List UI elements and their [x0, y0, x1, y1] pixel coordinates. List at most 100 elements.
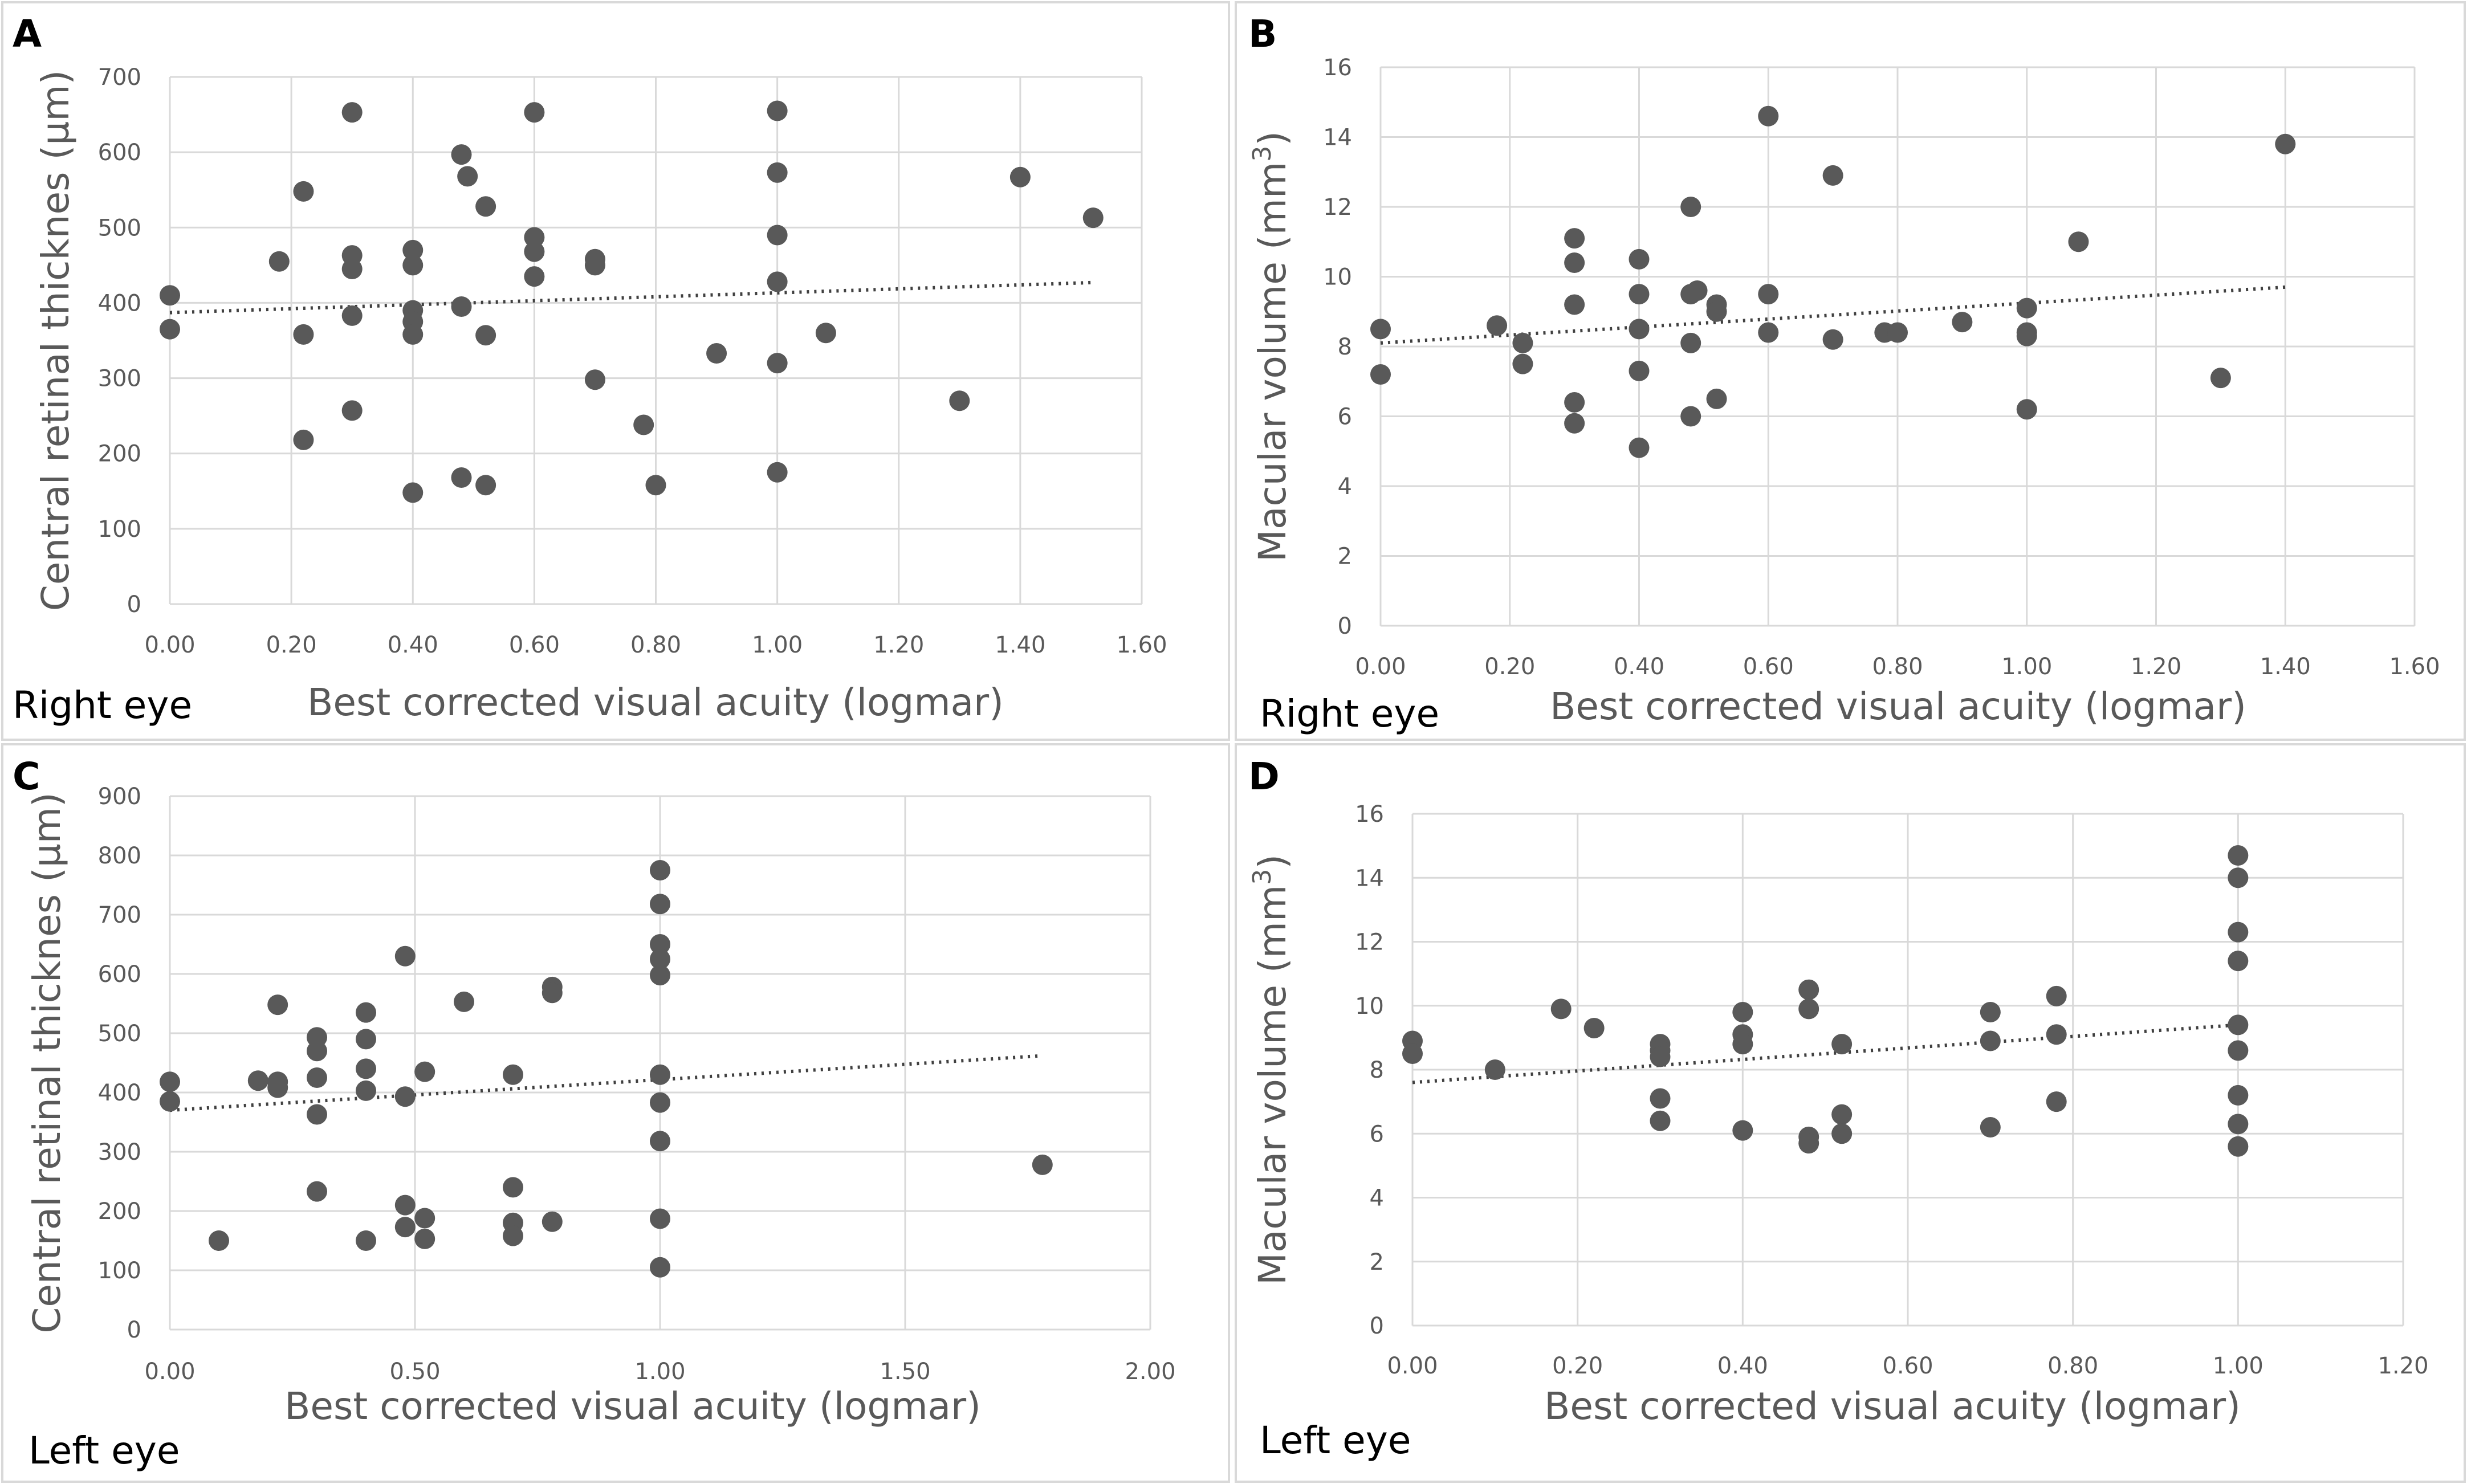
y-tick-label: 4 — [1338, 474, 1352, 500]
data-point — [2046, 1024, 2067, 1045]
y-tick-label: 8 — [1370, 1057, 1384, 1083]
data-point — [267, 1077, 288, 1098]
y-tick-label: 2 — [1370, 1249, 1384, 1275]
x-tick-label: 0.00 — [1387, 1353, 1438, 1379]
y-tick-label: 0 — [1370, 1313, 1384, 1339]
data-point — [1732, 1034, 1753, 1055]
data-point — [1822, 329, 1843, 350]
data-point — [2046, 985, 2067, 1006]
y-tick-label: 200 — [98, 441, 141, 467]
data-point — [1680, 197, 1701, 217]
data-point — [293, 181, 314, 202]
data-point — [1583, 1018, 1605, 1039]
data-point — [1564, 252, 1585, 273]
data-point — [2016, 297, 2037, 319]
x-tick-label: 0.00 — [144, 1359, 195, 1385]
data-point — [524, 227, 545, 248]
x-tick-label: 1.60 — [2389, 654, 2440, 680]
data-point — [815, 323, 836, 344]
x-tick-label: 0.80 — [630, 632, 681, 658]
y-tick-label: 200 — [98, 1198, 141, 1225]
x-tick-label: 1.40 — [995, 632, 1045, 658]
y-tick-label: 100 — [98, 516, 141, 543]
data-point — [650, 1208, 670, 1229]
x-tick-label: 1.00 — [2213, 1353, 2264, 1379]
x-tick-label: 0.60 — [509, 632, 560, 658]
data-point — [356, 1002, 376, 1023]
data-point — [1798, 1133, 1819, 1154]
data-point — [341, 305, 363, 326]
data-point — [524, 102, 545, 123]
y-tick-label: 10 — [1323, 264, 1352, 291]
data-point — [1082, 207, 1104, 229]
data-point — [2228, 1114, 2249, 1135]
x-axis-title: Best corrected visual acuity (logmar) — [284, 1384, 981, 1428]
data-point — [160, 319, 180, 340]
data-point — [2228, 922, 2249, 943]
y-tick-label: 14 — [1355, 865, 1384, 891]
x-tick-label: 0.00 — [144, 632, 195, 658]
y-tick-label: 0 — [127, 592, 141, 618]
data-point — [2228, 1040, 2249, 1061]
data-point — [414, 1228, 435, 1249]
data-point — [767, 353, 788, 374]
data-point — [650, 965, 670, 986]
data-point — [1831, 1104, 1853, 1125]
y-tick-label: 16 — [1355, 801, 1384, 827]
panel-letter: A — [13, 12, 42, 56]
panel-frame — [1, 743, 1230, 1483]
data-point — [451, 467, 472, 488]
data-point — [2046, 1091, 2067, 1112]
y-tick-label: 12 — [1323, 194, 1352, 221]
data-point — [402, 255, 424, 276]
x-tick-label: 1.40 — [2260, 654, 2311, 680]
data-point — [475, 325, 496, 346]
data-point — [2228, 951, 2249, 972]
x-tick-label: 0.80 — [1872, 654, 1923, 680]
data-point — [767, 462, 788, 483]
x-tick-label: 1.20 — [2378, 1353, 2428, 1379]
data-point — [1732, 1120, 1753, 1141]
data-point — [650, 860, 670, 880]
data-point — [1952, 312, 1973, 333]
x-tick-label: 0.80 — [2047, 1353, 2098, 1379]
x-tick-label: 0.50 — [389, 1359, 440, 1385]
data-point — [1706, 388, 1727, 409]
data-point — [1629, 248, 1650, 270]
data-point — [2016, 325, 2037, 346]
data-point — [414, 1061, 435, 1082]
y-tick-label: 6 — [1338, 404, 1352, 430]
data-point — [160, 285, 180, 306]
panel-frame — [1, 1, 1230, 741]
data-point — [2228, 1014, 2249, 1035]
y-tick-label: 8 — [1338, 334, 1352, 360]
data-point — [2210, 368, 2231, 389]
x-tick-label: 0.20 — [266, 632, 317, 658]
y-axis-title: Macular volume (mm3) — [1248, 131, 1294, 562]
y-tick-label: 100 — [98, 1258, 141, 1284]
data-point — [1831, 1034, 1853, 1055]
y-tick-label: 700 — [98, 902, 141, 928]
data-point — [650, 1064, 670, 1085]
data-point — [1550, 998, 1572, 1020]
y-tick-label: 10 — [1355, 993, 1384, 1020]
trendline — [1380, 285, 2286, 345]
data-point — [2228, 867, 2249, 888]
data-point — [1822, 165, 1843, 186]
data-point — [356, 1230, 376, 1251]
panel-d: 0 2 4 6 8 10 12 14 16 0.00 0.20 0.40 0.60 0.80 1.00 1.2… — [1235, 743, 2466, 1483]
data-point — [394, 945, 416, 967]
x-tick-label: 1.60 — [1116, 632, 1167, 658]
y-tick-label: 0 — [127, 1317, 141, 1343]
panel-letter: C — [13, 755, 40, 798]
y-tick-label: 2 — [1338, 544, 1352, 570]
y-tick-label: 300 — [98, 366, 141, 392]
y-tick-label: 14 — [1323, 125, 1352, 151]
x-axis-title: Best corrected visual acuity (logmar) — [307, 680, 1004, 724]
panel-a: 0 100 200 300 400 500 600 700 0.00 0.20 0.40 0.60 0.… — [1, 1, 1230, 741]
trendline — [169, 280, 1093, 315]
data-point — [1758, 105, 1779, 127]
data-point — [650, 1131, 670, 1152]
data-point — [1487, 315, 1508, 336]
